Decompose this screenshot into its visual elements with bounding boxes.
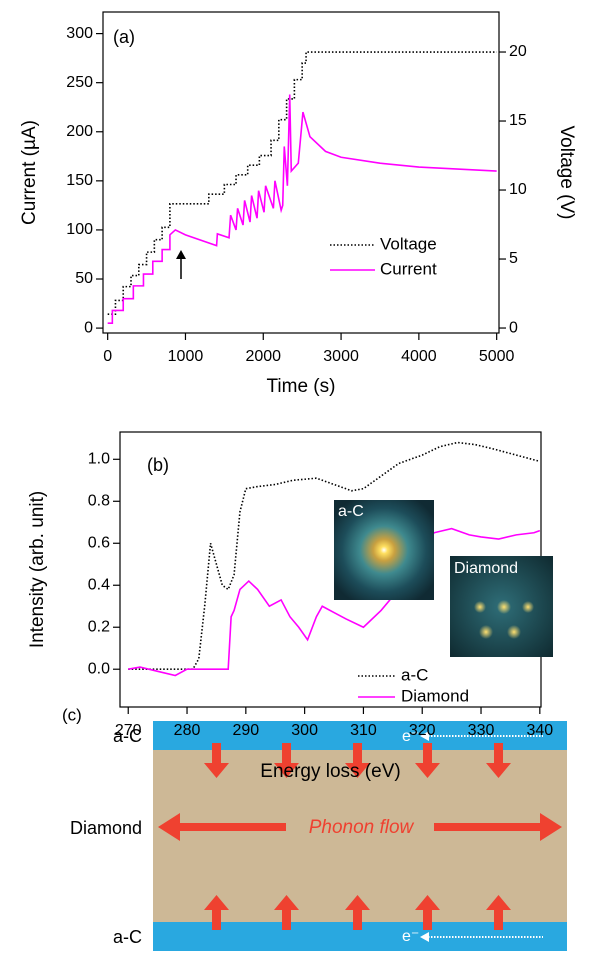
panel-label: (a) xyxy=(113,27,135,47)
x-tick-label: 290 xyxy=(232,722,259,739)
y2-tick-label: 10 xyxy=(509,181,527,198)
y-tick-label: 100 xyxy=(66,221,93,238)
x-tick-label: 310 xyxy=(350,722,377,739)
series-line xyxy=(128,527,541,677)
x-tick-label: 300 xyxy=(291,722,318,739)
x-tick-label: 270 xyxy=(115,722,142,739)
y-tick-label: 0.8 xyxy=(88,492,110,509)
y2-axis-title: Voltage (V) xyxy=(556,126,577,220)
x-tick-label: 3000 xyxy=(323,348,359,365)
y-axis-title: Current (µA) xyxy=(19,120,40,225)
x-axis-title: Time (s) xyxy=(267,376,336,397)
flow-label: Phonon flow xyxy=(309,817,415,838)
legend-label: Voltage xyxy=(380,234,437,253)
x-tick-label: 340 xyxy=(526,722,553,739)
layer-label: Diamond xyxy=(70,818,142,838)
x-tick-label: 4000 xyxy=(401,348,437,365)
legend-label: Current xyxy=(380,259,437,278)
series-line xyxy=(107,94,497,324)
layer-middle xyxy=(153,750,567,922)
y2-tick-label: 5 xyxy=(509,250,518,267)
y-tick-label: 150 xyxy=(66,172,93,189)
y-tick-label: 50 xyxy=(75,270,93,287)
y2-tick-label: 15 xyxy=(509,112,527,129)
x-tick-label: 280 xyxy=(174,722,201,739)
y2-tick-label: 0 xyxy=(509,319,518,336)
y2-tick-label: 20 xyxy=(509,43,527,60)
panel-label: (b) xyxy=(147,455,169,475)
legend-label: a-C xyxy=(401,665,428,684)
x-tick-label: 2000 xyxy=(245,348,281,365)
x-tick-label: 320 xyxy=(409,722,436,739)
panel-label: (c) xyxy=(62,705,82,724)
y-tick-label: 300 xyxy=(66,25,93,42)
x-tick-label: 0 xyxy=(103,348,112,365)
inset-label: a-C xyxy=(338,503,364,520)
series-line xyxy=(128,441,541,671)
x-tick-label: 1000 xyxy=(168,348,204,365)
layer-label: a-C xyxy=(113,927,142,947)
plot-frame xyxy=(102,11,500,334)
heat-arrows xyxy=(158,743,562,930)
y-tick-label: 0.4 xyxy=(88,576,110,593)
y-tick-label: 1.0 xyxy=(88,451,110,468)
inset-diamond: Diamond xyxy=(450,556,553,657)
electron-arrow xyxy=(420,731,543,942)
electron-label: e⁻ xyxy=(402,728,419,745)
x-axis-title: Energy loss (eV) xyxy=(260,761,400,782)
x-tick-label: 5000 xyxy=(479,348,515,365)
legend-label: Diamond xyxy=(401,686,469,705)
inset-label: Diamond xyxy=(454,560,518,577)
y-tick-label: 200 xyxy=(66,123,93,140)
series-line xyxy=(107,51,497,316)
y-tick-label: 0.0 xyxy=(88,660,110,677)
y-tick-label: 0.2 xyxy=(88,618,110,635)
electron-label: e⁻ xyxy=(402,928,419,945)
y-axis-title: Intensity (arb. unit) xyxy=(27,491,48,648)
annotation-arrow xyxy=(176,250,186,279)
inset-a-c: a-C xyxy=(334,500,434,600)
y-tick-label: 250 xyxy=(66,74,93,91)
diagram: (c) a-C Diamond a-C Phonon flow e xyxy=(62,705,567,951)
y-tick-label: 0.6 xyxy=(88,534,110,551)
y-tick-label: 0 xyxy=(84,319,93,336)
layer-label: a-C xyxy=(113,726,142,746)
x-tick-label: 330 xyxy=(468,722,495,739)
